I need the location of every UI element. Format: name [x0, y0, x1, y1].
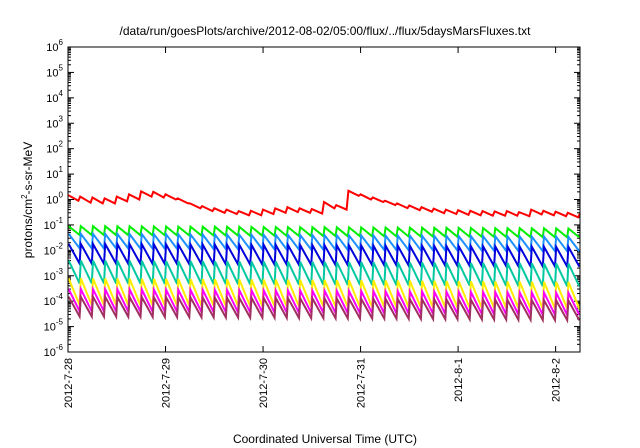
series-line-0	[67, 189, 581, 219]
y-tick-label: 106	[46, 38, 63, 54]
y-tick-label: 10-3	[44, 267, 64, 283]
x-axis-label: Coordinated Universal Time (UTC)	[233, 432, 417, 446]
y-tick-label: 101	[46, 165, 63, 181]
svg-text:protons/cm2-s-sr-MeV: protons/cm2-s-sr-MeV	[20, 142, 35, 258]
y-axis-ticks: 10-6 10-5 10-4 10-3 10-2 10-1 100 101 102 103 104 1…	[44, 38, 580, 359]
y-tick-label: 104	[46, 89, 63, 105]
series-layer	[67, 189, 581, 324]
series-line-7	[67, 293, 581, 324]
chart-title: /data/run/goesPlots/archive/2012-08-02/0…	[120, 24, 532, 38]
x-axis-ticks: 2012-7-28 2012-7-29 2012-7-30 2012-7-31 2012…	[63, 47, 563, 408]
series-line-3	[67, 240, 581, 271]
y-axis-label-sup: 2	[20, 194, 29, 199]
y-tick-label: 10-2	[44, 241, 64, 257]
y-tick-label: 102	[46, 140, 63, 156]
y-tick-label: 105	[46, 63, 63, 79]
y-axis-label-post: -s-sr-MeV	[21, 142, 35, 195]
x-tick-label: 2012-8-1	[453, 358, 465, 402]
y-tick-label: 100	[46, 191, 63, 207]
x-tick-label: 2012-7-31	[356, 358, 368, 408]
y-tick-label: 103	[46, 114, 63, 130]
x-tick-label: 2012-7-30	[258, 358, 270, 408]
y-tick-label: 10-6	[44, 343, 64, 359]
x-tick-label: 2012-8-2	[551, 358, 563, 402]
y-tick-label: 10-5	[44, 318, 64, 334]
x-tick-label: 2012-7-28	[63, 358, 75, 408]
plot-frame	[67, 46, 581, 353]
x-tick-label: 2012-7-29	[161, 358, 173, 408]
y-axis-label: protons/cm2-s-sr-MeV	[20, 142, 35, 258]
series-line-1	[67, 224, 581, 240]
y-tick-label: 10-1	[44, 216, 64, 232]
y-tick-label: 10-4	[44, 292, 64, 308]
y-axis-label-pre: protons/cm	[21, 199, 35, 258]
